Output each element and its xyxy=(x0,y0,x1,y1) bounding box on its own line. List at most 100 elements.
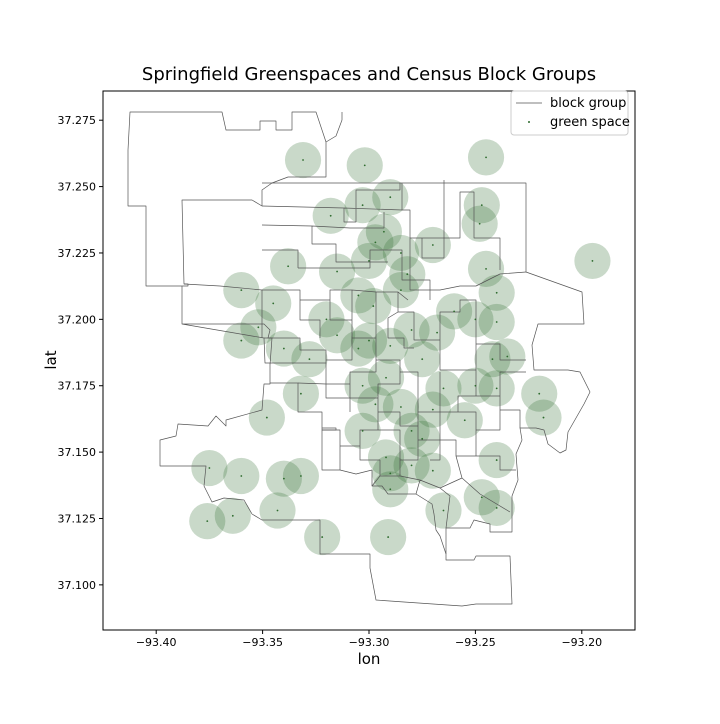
x-tick-label: −93.25 xyxy=(455,636,496,649)
green-space-point xyxy=(382,230,385,233)
green-space-point xyxy=(421,437,424,440)
green-space-point xyxy=(463,419,466,422)
east-boundary xyxy=(262,112,591,554)
green-space-point xyxy=(240,339,243,342)
green-space-point xyxy=(361,429,364,432)
green-space-point xyxy=(410,464,413,467)
x-tick-label: −93.35 xyxy=(242,636,283,649)
y-tick-label: 37.200 xyxy=(58,313,97,326)
x-axis-ticks: −93.40 −93.35 −93.30 −93.25 −93.20 xyxy=(136,630,602,649)
green-space-point xyxy=(542,416,545,419)
green-space-point xyxy=(272,302,275,305)
green-space-point xyxy=(406,273,409,276)
green-space-point xyxy=(400,252,402,254)
green-space-point xyxy=(495,387,498,390)
green-space-point xyxy=(363,164,366,167)
city-boundary xyxy=(127,111,513,607)
green-space-point xyxy=(491,358,494,361)
green-space-point xyxy=(368,260,370,262)
green-space-point xyxy=(495,459,498,461)
green-space-point xyxy=(436,331,438,334)
green-space-point xyxy=(389,472,392,475)
green-space-point xyxy=(591,260,594,262)
green-space-points xyxy=(206,156,594,538)
legend-label-green-space: green space xyxy=(550,115,630,130)
green-space-point xyxy=(329,214,332,217)
green-space-point xyxy=(431,408,434,411)
green-space-point xyxy=(495,321,498,323)
block-group-lines xyxy=(183,180,527,529)
green-space-point xyxy=(538,392,541,395)
green-space-point xyxy=(442,509,445,512)
green-space-point xyxy=(389,196,392,199)
green-space-point xyxy=(276,509,279,512)
green-space-point xyxy=(374,241,377,244)
y-axis-ticks: 37.100 37.125 37.150 37.175 37.200 37.225 37.2… xyxy=(58,114,103,592)
green-space-point xyxy=(389,488,392,491)
y-tick-label: 37.225 xyxy=(58,247,97,260)
green-space-point xyxy=(474,384,477,387)
green-space-point xyxy=(478,222,481,225)
green-space-point xyxy=(357,347,360,350)
green-space-point xyxy=(485,156,487,159)
x-axis-title: lon xyxy=(358,650,381,668)
y-tick-label: 37.150 xyxy=(58,446,97,459)
green-space-point xyxy=(480,204,483,207)
green-space-point xyxy=(495,506,498,509)
green-space-point xyxy=(357,294,360,297)
green-space-point xyxy=(368,339,370,342)
green-space-point xyxy=(282,477,285,480)
x-tick-label: −93.40 xyxy=(136,636,177,649)
green-space-point xyxy=(506,355,509,358)
legend-box xyxy=(510,90,629,136)
green-space-point xyxy=(257,326,260,329)
green-space-point xyxy=(265,416,268,419)
green-space-point xyxy=(308,358,311,361)
legend-point-swatch xyxy=(528,121,530,123)
green-space-point xyxy=(300,475,302,477)
green-space-point xyxy=(240,475,243,477)
y-tick-label: 37.250 xyxy=(58,181,97,194)
green-space-point xyxy=(389,344,392,347)
green-space-point xyxy=(385,376,387,379)
green-space-point xyxy=(282,347,285,350)
x-tick-label: −93.30 xyxy=(349,636,390,649)
green-space-point xyxy=(431,244,434,246)
green-space-point xyxy=(495,291,498,294)
y-tick-label: 37.175 xyxy=(58,380,97,393)
green-space-point xyxy=(374,403,377,406)
x-tick-label: −93.20 xyxy=(561,636,602,649)
green-space-point xyxy=(361,204,364,207)
green-space-point xyxy=(400,406,402,408)
green-space-point xyxy=(336,334,338,337)
green-space-point xyxy=(421,358,424,361)
y-tick-label: 37.100 xyxy=(58,579,97,592)
green-space-point xyxy=(387,536,390,538)
y-tick-label: 37.275 xyxy=(58,114,97,127)
green-space-point xyxy=(385,456,387,459)
chart-title: Springfield Greenspaces and Census Block… xyxy=(142,64,596,85)
green-space-point xyxy=(302,159,304,161)
green-space-point xyxy=(372,305,375,307)
green-space-point xyxy=(336,270,338,273)
legend-label-block-group: block group xyxy=(550,96,626,111)
y-tick-label: 37.125 xyxy=(58,512,97,525)
legend: block group green space xyxy=(510,90,630,136)
green-space-point xyxy=(410,429,413,432)
green-space-point xyxy=(480,496,483,499)
green-space-point xyxy=(442,387,445,390)
green-space-point xyxy=(231,514,234,517)
green-space-point xyxy=(453,310,456,313)
green-space-point xyxy=(485,267,487,270)
green-space-point xyxy=(325,318,328,321)
green-space-point xyxy=(400,289,402,292)
green-space-point xyxy=(208,467,211,469)
green-space-point xyxy=(474,318,477,321)
y-axis-title: lat xyxy=(42,350,60,369)
green-space-point xyxy=(300,392,302,395)
green-space-point xyxy=(431,469,434,472)
green-space-point xyxy=(240,289,243,292)
green-space-point xyxy=(287,265,290,268)
